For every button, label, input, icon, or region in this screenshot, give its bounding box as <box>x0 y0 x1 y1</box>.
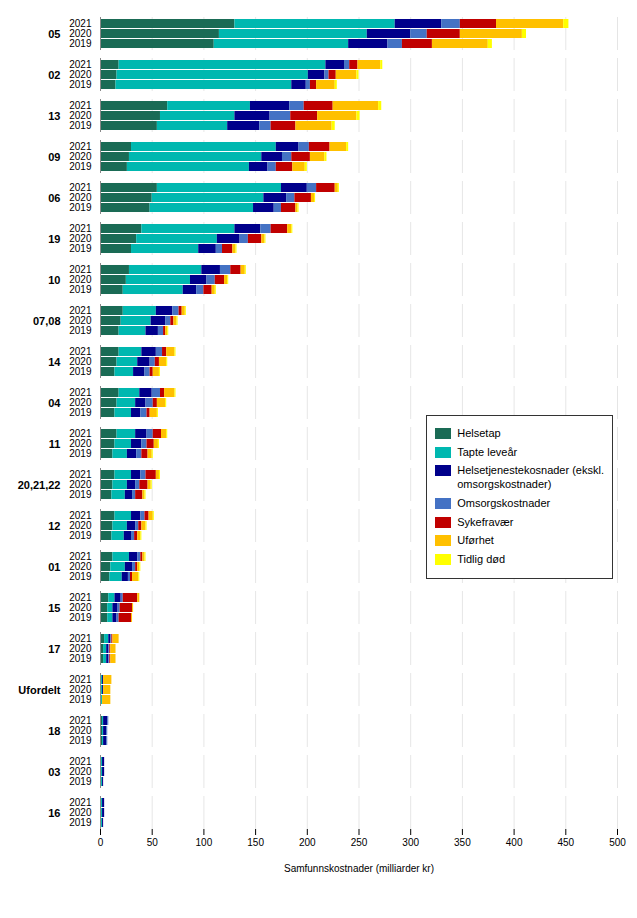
svg-text:2021: 2021 <box>69 223 92 235</box>
svg-text:200: 200 <box>299 837 316 848</box>
html-text:Omsorgskostnader: Omsorgskostnader <box>457 496 551 509</box>
svg-text:2020: 2020 <box>69 766 92 778</box>
svg-text:2020: 2020 <box>69 807 92 819</box>
svg-text:07,08: 07,08 <box>33 315 61 327</box>
svg-text:2021: 2021 <box>69 756 92 768</box>
svg-text:2020: 2020 <box>69 438 92 450</box>
svg-text:2020: 2020 <box>69 110 92 122</box>
svg-text:2021: 2021 <box>69 387 92 399</box>
svg-text:2019: 2019 <box>69 284 92 295</box>
svg-text:2019: 2019 <box>69 571 92 582</box>
svg-text:2021: 2021 <box>69 264 92 276</box>
svg-text:2020: 2020 <box>69 725 92 737</box>
svg-text:10: 10 <box>48 274 60 286</box>
html-text:Helsetjenestekosnader (ekskl.: Helsetjenestekosnader (ekskl. omsorgskos… <box>457 464 604 490</box>
svg-text:100: 100 <box>196 837 213 848</box>
svg-text:12: 12 <box>48 520 60 532</box>
svg-text:2021: 2021 <box>69 141 92 153</box>
svg-text:2019: 2019 <box>69 202 92 213</box>
svg-text:50: 50 <box>147 837 159 848</box>
svg-text:450: 450 <box>557 837 574 848</box>
svg-text:2019: 2019 <box>69 817 92 828</box>
svg-text:2021: 2021 <box>69 59 92 71</box>
svg-text:02: 02 <box>48 69 60 81</box>
svg-text:17: 17 <box>48 643 60 655</box>
svg-text:2019: 2019 <box>69 79 92 90</box>
svg-text:01: 01 <box>48 561 60 573</box>
svg-text:2020: 2020 <box>69 233 92 245</box>
svg-text:2019: 2019 <box>69 407 92 418</box>
svg-text:2020: 2020 <box>69 479 92 491</box>
svg-text:2019: 2019 <box>69 366 92 377</box>
svg-text:09: 09 <box>48 151 60 163</box>
svg-text:Ufordelt: Ufordelt <box>18 684 61 696</box>
svg-text:2021: 2021 <box>69 100 92 112</box>
svg-text:2019: 2019 <box>69 243 92 254</box>
svg-text:2019: 2019 <box>69 612 92 623</box>
svg-text:2021: 2021 <box>69 182 92 194</box>
svg-text:2021: 2021 <box>69 797 92 809</box>
svg-text:2021: 2021 <box>69 510 92 522</box>
svg-text:2021: 2021 <box>69 715 92 727</box>
svg-text:14: 14 <box>48 356 61 368</box>
svg-text:2021: 2021 <box>69 305 92 317</box>
svg-text:04: 04 <box>48 397 61 409</box>
svg-text:03: 03 <box>48 766 60 778</box>
svg-text:400: 400 <box>506 837 523 848</box>
svg-text:2021: 2021 <box>69 674 92 686</box>
svg-text:2020: 2020 <box>69 151 92 163</box>
svg-text:150: 150 <box>247 837 264 848</box>
svg-text:2020: 2020 <box>69 28 92 40</box>
svg-text:2019: 2019 <box>69 448 92 459</box>
svg-text:2021: 2021 <box>69 346 92 358</box>
html-text:Uførhet: Uførhet <box>457 534 494 547</box>
svg-text:2020: 2020 <box>69 643 92 655</box>
svg-text:2021: 2021 <box>69 428 92 440</box>
svg-text:13: 13 <box>48 110 60 122</box>
svg-text:2021: 2021 <box>69 633 92 645</box>
svg-text:2019: 2019 <box>69 120 92 131</box>
svg-text:2020: 2020 <box>69 602 92 614</box>
html-text:Tidlig død: Tidlig død <box>457 553 506 565</box>
svg-text:2020: 2020 <box>69 69 92 81</box>
svg-text:2019: 2019 <box>69 653 92 664</box>
svg-text:300: 300 <box>402 837 419 848</box>
svg-text:2019: 2019 <box>69 489 92 500</box>
svg-text:2021: 2021 <box>69 592 92 604</box>
svg-text:2020: 2020 <box>69 192 92 204</box>
svg-text:2020: 2020 <box>69 397 92 409</box>
svg-text:20,21,22: 20,21,22 <box>18 479 61 491</box>
svg-text:2021: 2021 <box>69 469 92 481</box>
html-text:Sykefravær: Sykefravær <box>457 515 514 528</box>
html-text:Helsetap: Helsetap <box>457 426 501 439</box>
svg-text:18: 18 <box>48 725 60 737</box>
svg-text:2020: 2020 <box>69 684 92 696</box>
svg-text:2019: 2019 <box>69 530 92 541</box>
svg-text:2020: 2020 <box>69 274 92 286</box>
svg-text:350: 350 <box>454 837 471 848</box>
svg-text:2019: 2019 <box>69 776 92 787</box>
svg-text:11: 11 <box>49 438 61 450</box>
svg-text:2021: 2021 <box>69 551 92 563</box>
svg-text:2020: 2020 <box>69 356 92 368</box>
svg-text:19: 19 <box>48 233 60 245</box>
svg-text:2020: 2020 <box>69 520 92 532</box>
svg-text:2020: 2020 <box>69 315 92 327</box>
svg-text:Samfunnskostnader (milliarder: Samfunnskostnader (milliarder kr) <box>284 863 434 874</box>
svg-text:15: 15 <box>48 602 60 614</box>
svg-text:250: 250 <box>351 837 368 848</box>
svg-text:2019: 2019 <box>69 38 92 49</box>
svg-text:06: 06 <box>48 192 60 204</box>
svg-text:2019: 2019 <box>69 735 92 746</box>
svg-text:05: 05 <box>48 28 60 40</box>
html-text:Tapte leveår: Tapte leveår <box>457 445 518 458</box>
svg-text:2021: 2021 <box>69 18 92 30</box>
svg-text:2019: 2019 <box>69 694 92 705</box>
svg-text:0: 0 <box>98 837 104 848</box>
svg-text:16: 16 <box>48 807 60 819</box>
svg-text:2019: 2019 <box>69 325 92 336</box>
svg-text:2020: 2020 <box>69 561 92 573</box>
svg-text:500: 500 <box>609 837 626 848</box>
svg-text:2019: 2019 <box>69 161 92 172</box>
